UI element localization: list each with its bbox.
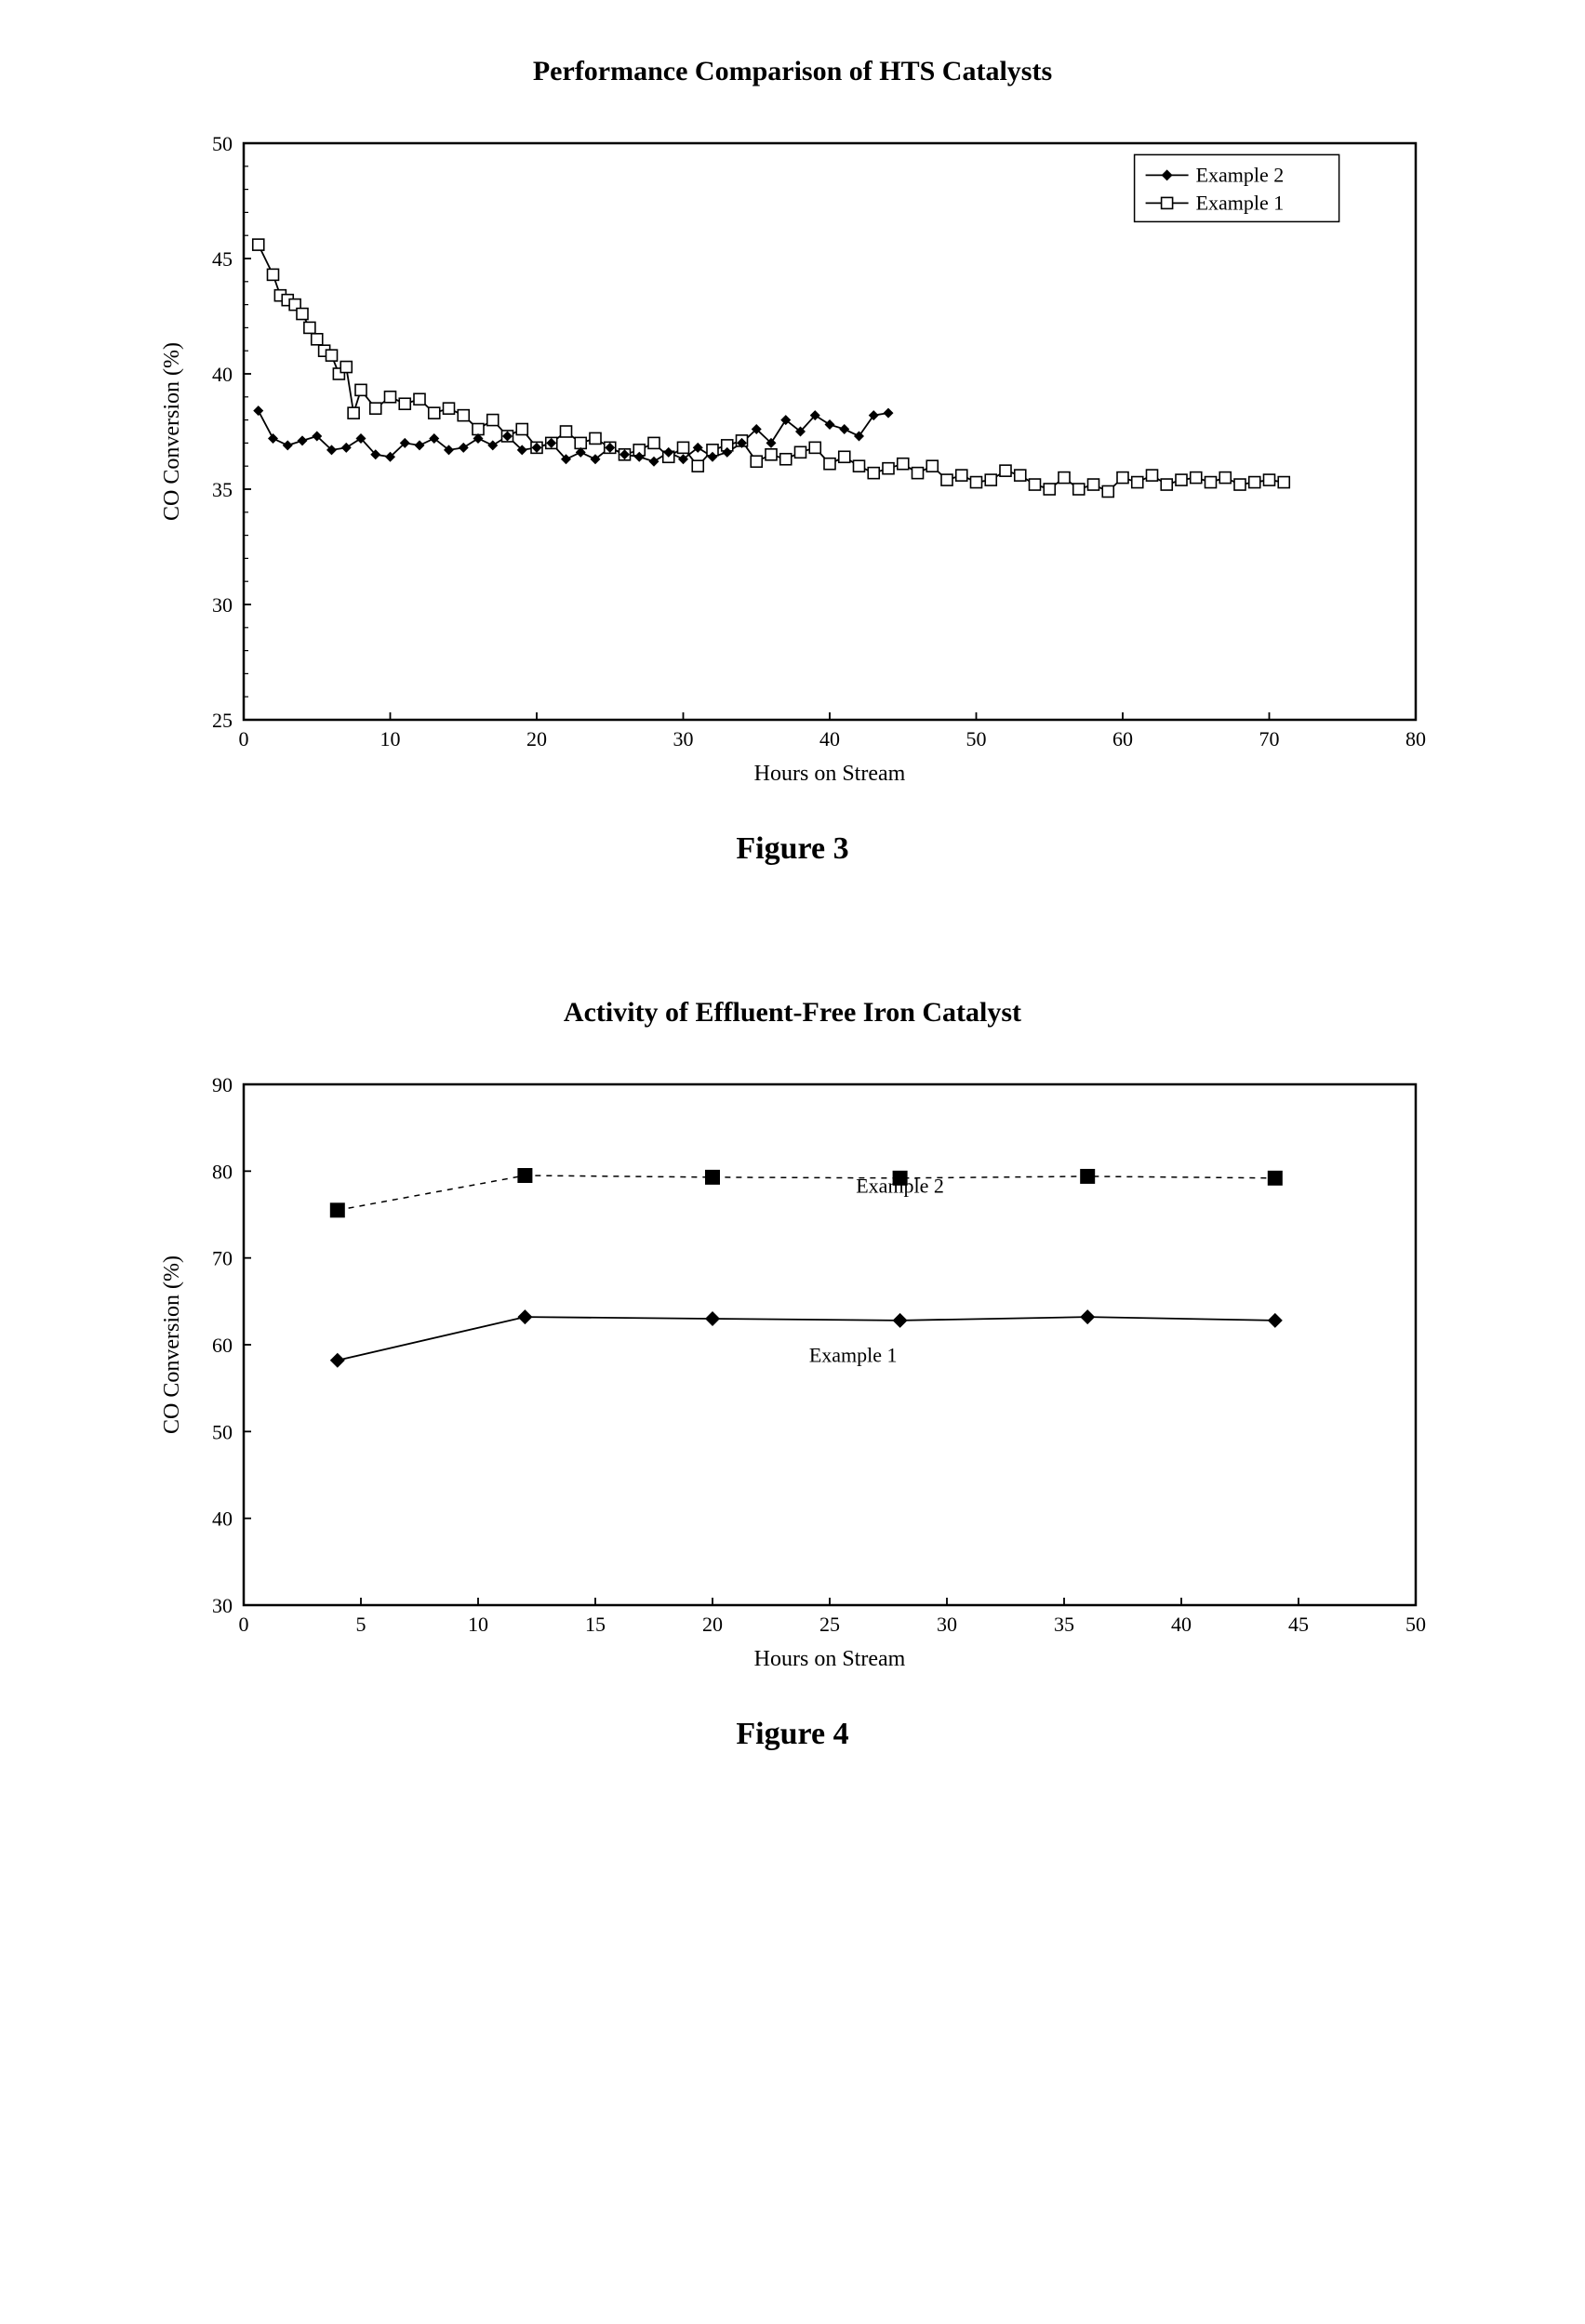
svg-text:90: 90	[212, 1073, 233, 1096]
svg-text:0: 0	[239, 727, 249, 750]
svg-text:50: 50	[212, 1420, 233, 1443]
svg-text:Example 2: Example 2	[1196, 163, 1285, 186]
svg-text:CO Conversion (%): CO Conversion (%)	[160, 342, 184, 521]
svg-text:15: 15	[585, 1613, 606, 1636]
svg-text:35: 35	[1054, 1613, 1074, 1636]
svg-text:10: 10	[468, 1613, 488, 1636]
svg-text:70: 70	[212, 1247, 233, 1270]
svg-text:40: 40	[819, 727, 840, 750]
svg-text:30: 30	[673, 727, 694, 750]
figure4-chart: 0 5 10 15 20 25 30 35 40 45 50 30 40 50 60 70 80 90 Hours …	[95, 1066, 1490, 1689]
svg-text:20: 20	[702, 1613, 723, 1636]
svg-text:30: 30	[212, 1594, 233, 1617]
svg-text:50: 50	[966, 727, 987, 750]
figure3-label: Figure 3	[95, 831, 1490, 867]
svg-text:35: 35	[212, 478, 233, 501]
svg-text:10: 10	[380, 727, 401, 750]
svg-text:40: 40	[212, 363, 233, 386]
svg-text:45: 45	[1288, 1613, 1309, 1636]
svg-text:5: 5	[356, 1613, 366, 1636]
svg-text:50: 50	[212, 132, 233, 155]
figure3-chart: 0 10 20 30 40 50 60 70 80 25 30 35 40 45 50 Hours on St…	[95, 125, 1490, 803]
svg-text:Example 1: Example 1	[809, 1344, 898, 1367]
svg-text:40: 40	[1171, 1613, 1192, 1636]
svg-text:30: 30	[937, 1613, 957, 1636]
svg-text:Example 2: Example 2	[856, 1175, 944, 1198]
figure4-title: Activity of Effluent-Free Iron Catalyst	[95, 997, 1490, 1029]
svg-text:25: 25	[819, 1613, 840, 1636]
svg-text:60: 60	[212, 1334, 233, 1357]
svg-text:50: 50	[1405, 1613, 1426, 1636]
svg-text:45: 45	[212, 247, 233, 271]
figure4-label: Figure 4	[95, 1717, 1490, 1752]
figure3-title: Performance Comparison of HTS Catalysts	[95, 56, 1490, 87]
svg-text:Example 1: Example 1	[1196, 191, 1285, 214]
svg-text:60: 60	[1112, 727, 1133, 750]
svg-text:20: 20	[526, 727, 547, 750]
svg-text:Hours on Stream: Hours on Stream	[754, 1647, 906, 1671]
figure-4-block: Activity of Effluent-Free Iron Catalyst …	[95, 997, 1490, 1752]
svg-text:Hours on Stream: Hours on Stream	[754, 762, 906, 786]
svg-text:30: 30	[212, 593, 233, 617]
svg-text:80: 80	[1405, 727, 1426, 750]
svg-text:0: 0	[239, 1613, 249, 1636]
svg-text:80: 80	[212, 1160, 233, 1183]
svg-text:25: 25	[212, 709, 233, 732]
figure-3-block: Performance Comparison of HTS Catalysts …	[95, 56, 1490, 867]
svg-text:CO Conversion (%): CO Conversion (%)	[160, 1255, 184, 1434]
svg-text:40: 40	[212, 1507, 233, 1531]
svg-text:70: 70	[1259, 727, 1280, 750]
